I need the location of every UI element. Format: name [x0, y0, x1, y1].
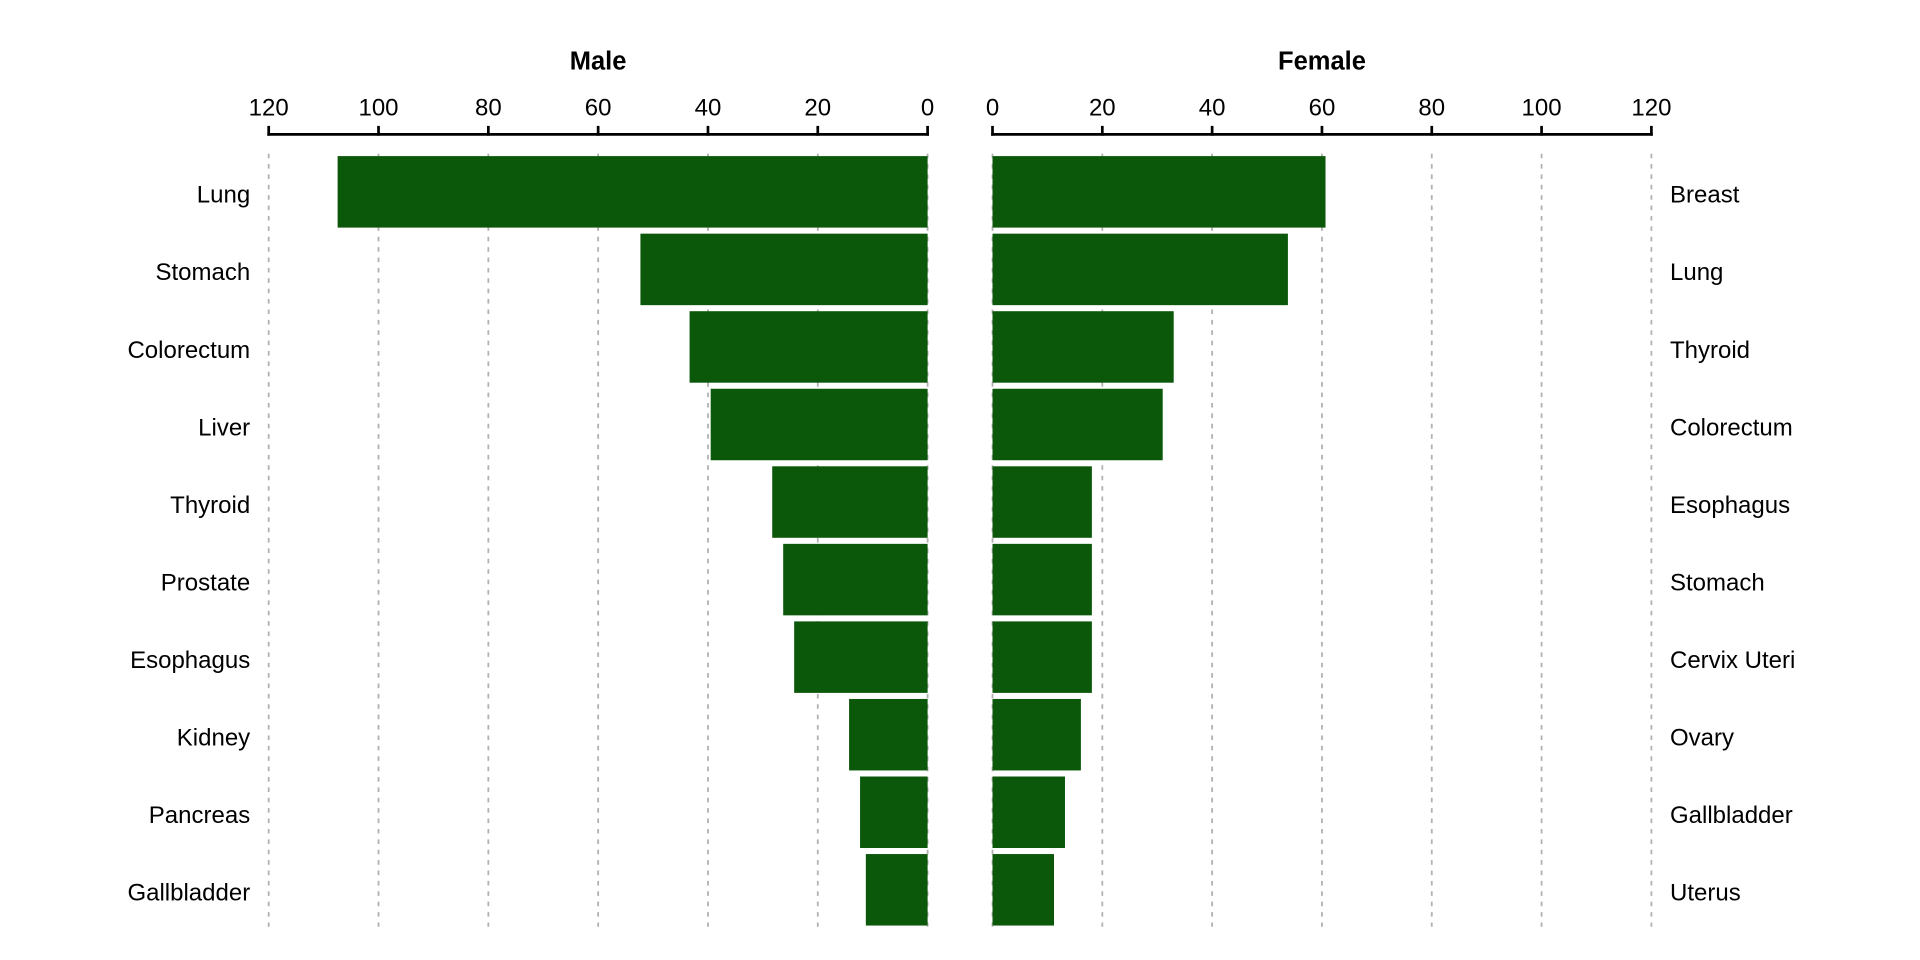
svg-text:60: 60: [585, 95, 612, 122]
svg-text:0: 0: [921, 95, 934, 122]
svg-text:40: 40: [1199, 95, 1226, 122]
svg-text:Thyroid: Thyroid: [1670, 337, 1750, 364]
svg-text:Stomach: Stomach: [1670, 569, 1765, 596]
svg-text:Liver: Liver: [198, 414, 250, 441]
svg-text:Esophagus: Esophagus: [1670, 492, 1790, 519]
svg-text:Esophagus: Esophagus: [130, 647, 250, 674]
svg-text:Male: Male: [570, 48, 627, 76]
svg-text:Stomach: Stomach: [155, 259, 250, 286]
svg-text:120: 120: [249, 95, 289, 122]
svg-text:Gallbladder: Gallbladder: [127, 880, 250, 907]
svg-text:80: 80: [1418, 95, 1445, 122]
svg-text:Ovary: Ovary: [1670, 725, 1734, 752]
svg-text:Lung: Lung: [1670, 259, 1723, 286]
svg-text:Female: Female: [1278, 48, 1366, 76]
svg-text:100: 100: [358, 95, 398, 122]
svg-text:Lung: Lung: [197, 182, 250, 209]
svg-text:20: 20: [804, 95, 831, 122]
svg-text:40: 40: [695, 95, 722, 122]
svg-text:Gallbladder: Gallbladder: [1670, 802, 1793, 829]
svg-text:Colorectum: Colorectum: [1670, 414, 1793, 441]
svg-text:0: 0: [986, 95, 999, 122]
svg-text:80: 80: [475, 95, 502, 122]
svg-text:Kidney: Kidney: [177, 725, 250, 752]
svg-text:20: 20: [1089, 95, 1116, 122]
svg-text:120: 120: [1631, 95, 1671, 122]
svg-text:Cervix Uteri: Cervix Uteri: [1670, 647, 1795, 674]
svg-text:60: 60: [1309, 95, 1336, 122]
svg-text:Colorectum: Colorectum: [127, 337, 250, 364]
svg-text:Prostate: Prostate: [161, 569, 250, 596]
svg-text:Breast: Breast: [1670, 182, 1740, 209]
svg-text:Uterus: Uterus: [1670, 880, 1741, 907]
svg-text:Thyroid: Thyroid: [170, 492, 250, 519]
svg-text:Pancreas: Pancreas: [149, 802, 250, 829]
svg-text:100: 100: [1522, 95, 1562, 122]
